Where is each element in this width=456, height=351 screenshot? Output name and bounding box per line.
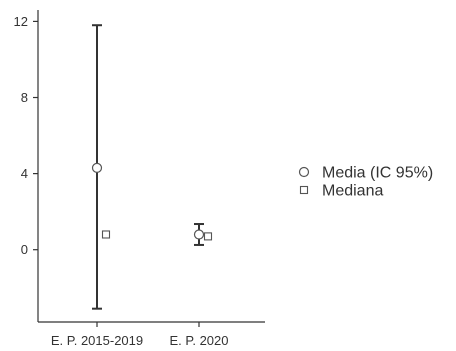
median-point <box>203 232 213 241</box>
axes <box>37 10 265 323</box>
mean-point <box>193 229 205 240</box>
x-tick-label: E. P. 2020 <box>169 333 228 348</box>
data-marks <box>91 24 213 310</box>
legend-marker-median <box>299 185 309 195</box>
y-tick-label: 0 <box>21 242 28 257</box>
legend-label-mean: Media (IC 95%) <box>322 165 433 182</box>
legend-label-median: Mediana <box>322 183 383 200</box>
median-point <box>101 230 111 239</box>
mean-point <box>91 162 103 174</box>
y-tick-label: 12 <box>14 14 28 29</box>
legend: Media (IC 95%)Mediana <box>298 165 433 200</box>
y-axis-ticks: 0 4 8 12 <box>14 14 38 257</box>
legend-marker-mean <box>298 166 310 178</box>
x-axis-ticks: E. P. 2015-2019 E. P. 2020 <box>51 322 229 348</box>
y-tick-label: 8 <box>21 90 28 105</box>
x-tick-label: E. P. 2015-2019 <box>51 333 143 348</box>
y-tick-label: 4 <box>21 166 28 181</box>
